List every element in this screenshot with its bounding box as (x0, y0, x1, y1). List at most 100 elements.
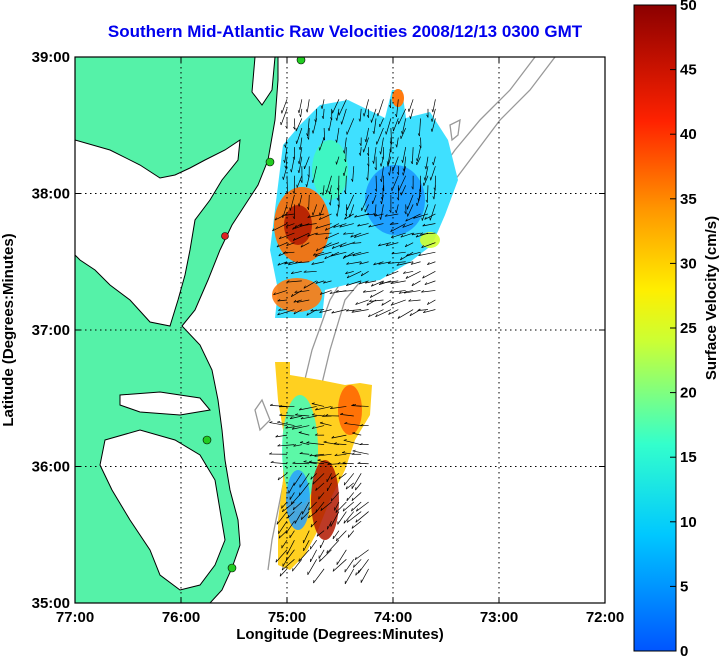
velocity-arrow (352, 242, 362, 244)
velocity-arrow (298, 156, 303, 174)
velocity-arrow (393, 118, 399, 132)
velocity-arrow (276, 242, 288, 248)
velocity-arrow-head (342, 255, 345, 259)
velocity-arrow (336, 530, 347, 542)
velocity-arrow (280, 108, 288, 126)
velocity-arrow (310, 549, 317, 562)
velocity-arrow (293, 444, 302, 447)
velocity-arrow (356, 501, 369, 512)
colorbar-tick-label: 40 (680, 126, 697, 143)
velocity-arrow (282, 204, 288, 218)
velocity-arrow (361, 271, 369, 277)
velocity-arrow-head (344, 158, 347, 162)
velocity-arrow-head (292, 156, 295, 160)
velocity-arrow-head (419, 144, 422, 148)
velocity-arrow-head (365, 280, 368, 284)
velocity-arrow (396, 99, 399, 117)
colorbar-tick-label: 25 (680, 320, 697, 337)
velocity-arrow (339, 242, 354, 248)
velocity-arrow-head (307, 136, 309, 140)
velocity-arrow (291, 270, 302, 275)
velocity-arrow (270, 462, 288, 465)
velocity-arrow (364, 204, 369, 213)
velocity-arrow (332, 99, 340, 114)
grid-lines (75, 57, 605, 603)
velocity-arrow-head (314, 254, 318, 257)
velocity-arrow-head (389, 141, 392, 145)
velocity-arrow-head (432, 162, 434, 166)
velocity-arrow-head (379, 163, 382, 167)
velocity-arrow-head (275, 559, 277, 563)
velocity-arrow-head (353, 564, 355, 568)
velocity-arrow-head (343, 439, 347, 441)
velocity-arrow-head (269, 452, 273, 455)
velocity-arrow-head (310, 476, 312, 480)
velocity-arrow-head (290, 293, 294, 297)
velocity-arrow-head (330, 476, 333, 480)
velocity-arrow-head (350, 234, 353, 238)
velocity-arrow (277, 421, 295, 426)
velocity-arrow (403, 156, 407, 172)
velocity-arrow (289, 492, 295, 500)
velocity-arrow (363, 99, 369, 117)
velocity-arrow-head (424, 166, 427, 170)
velocity-arrow (404, 290, 421, 294)
velocity-arrow-head (277, 420, 281, 423)
velocity-arrow (343, 439, 362, 445)
velocity-arrow-head (355, 302, 358, 305)
velocity-arrow-head (310, 524, 313, 528)
velocity-arrow-head (389, 149, 392, 153)
velocity-arrow (325, 223, 340, 231)
velocity-arrow (390, 127, 392, 145)
velocity-arrow (311, 414, 325, 417)
velocity-arrow-head (340, 412, 344, 415)
velocity-arrow-head (354, 214, 357, 218)
velocity-arrow (368, 309, 384, 318)
velocity-arrow (342, 462, 354, 465)
velocity-arrow-head (346, 497, 348, 501)
velocity-arrow (407, 204, 414, 217)
velocity-arrow-head (402, 168, 405, 172)
velocity-arrow-head (409, 115, 411, 119)
velocity-arrow-head (335, 161, 337, 165)
velocity-arrow-head (278, 404, 282, 408)
velocity-arrow-head (319, 292, 323, 295)
velocity-arrow-head (396, 171, 399, 175)
velocity-arrow-head (373, 212, 376, 217)
velocity-arrow (312, 473, 325, 485)
velocity-arrow (346, 270, 362, 279)
high-speed-patch-north-3 (392, 89, 404, 107)
velocity-arrow-head (298, 407, 302, 411)
velocity-arrow-head (319, 558, 321, 562)
velocity-arrow-head (347, 534, 350, 538)
velocity-arrow-head (395, 210, 397, 214)
velocity-arrow-head (413, 215, 416, 219)
velocity-arrow (357, 223, 369, 227)
colorbar-tick-label: 30 (680, 255, 697, 272)
velocity-arrow (282, 501, 295, 513)
velocity-arrow-head (389, 222, 393, 225)
velocity-arrow-head (328, 202, 331, 206)
velocity-arrow (355, 299, 369, 305)
velocity-arrow-head (380, 201, 382, 205)
velocity-arrow (289, 194, 295, 211)
velocity-arrow-head (427, 301, 430, 305)
velocity-arrow-head (345, 486, 348, 490)
velocity-arrow-head (339, 224, 343, 228)
velocity-arrow (285, 425, 302, 429)
velocity-arrow (315, 280, 325, 284)
velocity-arrow-head (405, 218, 408, 222)
velocity-arrow (385, 242, 399, 247)
velocity-arrow (397, 309, 414, 319)
velocity-arrow-head (406, 253, 409, 257)
velocity-arrow-head (359, 442, 363, 445)
velocity-arrow (371, 280, 384, 287)
velocity-arrow (311, 425, 325, 429)
velocity-arrow-head (362, 290, 366, 293)
velocity-arrow-head (384, 214, 388, 217)
velocity-arrow-head (364, 139, 367, 143)
velocity-arrow (337, 511, 347, 525)
velocity-arrow (373, 118, 377, 134)
velocity-arrow-head (277, 312, 280, 316)
velocity-arrow-head (346, 519, 349, 523)
